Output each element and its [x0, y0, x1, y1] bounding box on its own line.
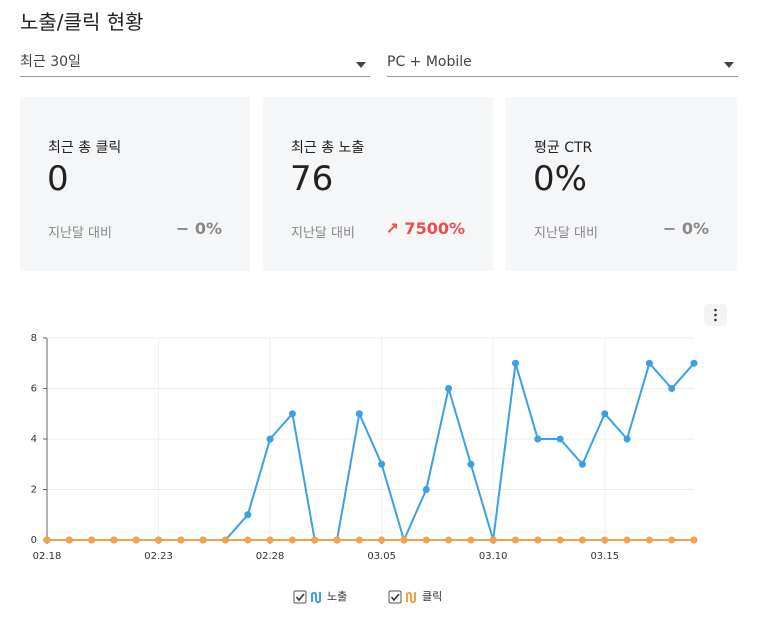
card-change: ↗ 7500% — [385, 219, 465, 238]
data-point — [445, 536, 453, 544]
legend-item[interactable]: 노출 — [293, 590, 347, 604]
legend-checkbox — [293, 590, 307, 604]
summary-card: 평균 CTR 0% 지난달 대비 − 0% — [506, 97, 737, 271]
page-title: 노출/클릭 현황 — [20, 10, 144, 34]
legend-label: 노출 — [327, 590, 347, 603]
y-tick-label: 8 — [31, 333, 37, 344]
data-point — [65, 536, 73, 544]
data-point — [244, 536, 252, 544]
series-line — [47, 361, 695, 543]
data-point — [645, 359, 653, 367]
summary-card: 최근 총 클릭 0 지난달 대비 − 0% — [20, 97, 250, 271]
card-compare-label: 지난달 대비 — [534, 226, 598, 241]
data-point — [199, 536, 207, 544]
legend-item[interactable]: 클릭 — [388, 590, 442, 604]
dropdown-label: 최근 30일 — [20, 54, 81, 70]
data-point — [467, 536, 475, 544]
data-point — [132, 536, 140, 544]
card-label: 최근 총 클릭 — [48, 140, 122, 156]
legend-icon — [406, 591, 416, 604]
card-value: 0 — [47, 159, 69, 199]
data-point — [668, 536, 676, 544]
legend-icon — [311, 591, 321, 604]
data-point — [668, 385, 676, 392]
card-compare-label: 지난달 대비 — [291, 226, 355, 241]
data-point — [623, 435, 631, 443]
data-point — [489, 536, 497, 544]
device-dropdown[interactable]: PC + Mobile — [387, 50, 738, 77]
data-point — [266, 536, 274, 544]
data-point — [311, 536, 319, 544]
menu-dot — [714, 308, 717, 312]
data-point — [578, 536, 586, 544]
data-point — [177, 536, 185, 544]
menu-dot — [714, 318, 717, 322]
legend-check — [390, 593, 400, 602]
card-label: 최근 총 노출 — [291, 140, 365, 156]
x-tick-label: 03.15 — [590, 551, 619, 562]
y-tick-label: 2 — [31, 485, 37, 496]
data-point — [422, 536, 430, 544]
x-tick-label: 03.10 — [479, 551, 508, 562]
data-point — [400, 536, 408, 544]
data-point — [623, 536, 631, 544]
data-point — [333, 536, 341, 544]
data-point — [534, 435, 542, 443]
data-point — [556, 435, 564, 443]
data-point — [690, 536, 698, 544]
data-point — [266, 435, 274, 443]
card-label: 평균 CTR — [534, 140, 593, 156]
data-point — [288, 536, 296, 544]
legend-checkbox — [388, 590, 402, 604]
data-point — [221, 536, 229, 544]
data-point — [578, 460, 586, 468]
data-point — [110, 536, 118, 544]
data-point — [288, 410, 296, 418]
y-tick-label: 4 — [31, 434, 37, 445]
data-point — [601, 410, 609, 418]
x-tick-label: 03.05 — [367, 551, 396, 562]
y-tick-label: 6 — [31, 384, 37, 395]
x-tick-label: 02.28 — [256, 551, 285, 562]
data-point — [467, 460, 475, 468]
data-point — [355, 410, 363, 418]
menu-dot — [714, 313, 717, 317]
legend-label: 클릭 — [422, 590, 442, 603]
y-tick-label: 0 — [31, 535, 37, 546]
data-point — [378, 536, 386, 544]
data-point — [445, 385, 453, 392]
data-point — [355, 536, 363, 544]
data-point — [645, 536, 653, 544]
data-point — [512, 536, 520, 544]
data-point — [43, 536, 51, 544]
card-compare-label: 지난달 대비 — [48, 226, 112, 241]
menu-button[interactable] — [704, 304, 727, 326]
x-tick-label: 02.23 — [144, 551, 173, 562]
card-value: 76 — [290, 159, 334, 199]
data-point — [378, 460, 386, 468]
dropdown-caret — [724, 62, 734, 68]
x-tick-label: 02.18 — [33, 551, 62, 562]
data-point — [244, 511, 252, 519]
data-point — [534, 536, 542, 544]
card-change: − 0% — [662, 219, 709, 238]
card-value: 0% — [533, 159, 587, 199]
data-point — [422, 486, 430, 493]
dropdown-caret — [356, 62, 366, 68]
summary-card: 최근 총 노출 76 지난달 대비 ↗ 7500% — [263, 97, 493, 271]
data-point — [601, 536, 609, 544]
data-point — [512, 359, 520, 367]
data-point — [88, 536, 96, 544]
period-dropdown[interactable]: 최근 30일 — [20, 50, 370, 77]
dropdown-label: PC + Mobile — [387, 54, 472, 70]
data-point — [690, 359, 698, 367]
card-change: − 0% — [175, 219, 222, 238]
data-point — [155, 536, 163, 544]
data-point — [556, 536, 564, 544]
legend-check — [295, 593, 305, 602]
